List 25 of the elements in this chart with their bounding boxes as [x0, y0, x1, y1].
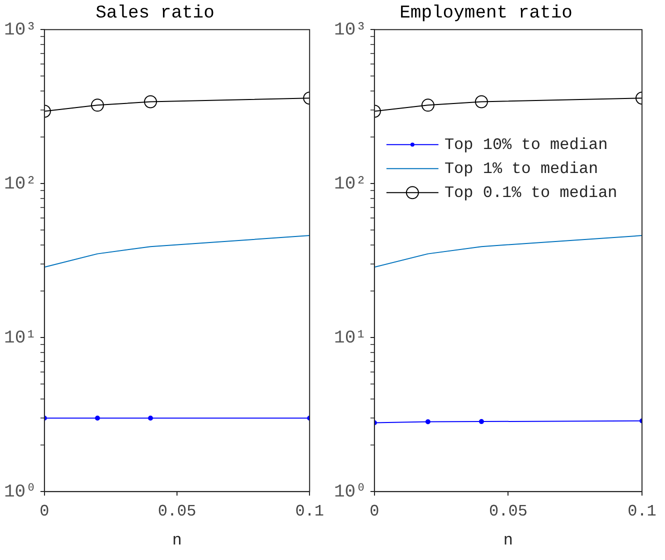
- y-tick-label: 10³: [4, 20, 36, 40]
- x-axis-title: n: [503, 532, 514, 550]
- x-tick-label: 0.05: [489, 502, 528, 520]
- x-tick-label: 0.1: [628, 502, 656, 520]
- point: [148, 416, 154, 421]
- legend-label: Top 10% to median: [444, 136, 608, 154]
- legend-label: Top 0.1% to median: [444, 184, 618, 202]
- x-axis-title: n: [172, 532, 182, 550]
- point: [425, 419, 430, 424]
- y-tick-label: 10⁰: [4, 482, 36, 502]
- chart-title: Sales ratio: [96, 4, 214, 24]
- x-tick-label: 0.05: [158, 502, 196, 520]
- chart-title: Employment ratio: [400, 4, 572, 24]
- y-tick-label: 10²: [4, 174, 36, 194]
- point: [478, 419, 484, 424]
- y-tick-label: 10⁰: [334, 482, 366, 502]
- x-tick-label: 0.1: [295, 502, 324, 520]
- y-tick-label: 10³: [334, 20, 366, 40]
- y-tick-label: 10¹: [334, 328, 366, 348]
- point: [94, 416, 100, 421]
- y-tick-label: 10²: [334, 174, 366, 194]
- y-tick-label: 10¹: [4, 328, 36, 348]
- legend-label: Top 1% to median: [444, 160, 598, 178]
- x-tick-label: 0: [40, 502, 50, 520]
- x-tick-label: 0: [370, 502, 380, 520]
